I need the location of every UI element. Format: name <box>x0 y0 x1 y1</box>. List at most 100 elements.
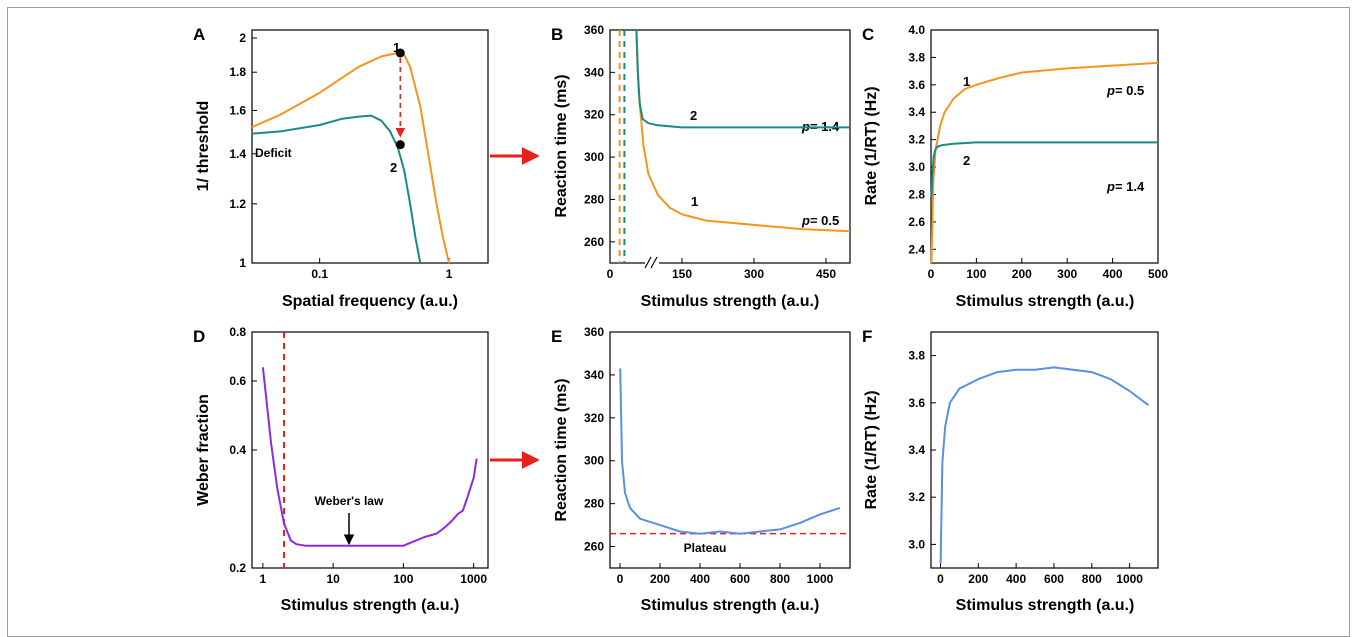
x-tick-label: 1 <box>446 267 453 281</box>
panel-letter-e: E <box>551 327 562 346</box>
plot-frame <box>930 331 1159 569</box>
y-tick-label: 3.4 <box>908 443 925 457</box>
x-tick-label: 300 <box>744 267 764 281</box>
x-tick-label: 1 <box>260 572 267 586</box>
y-tick-label: 260 <box>584 540 604 554</box>
curve-2-label: 2 <box>690 108 697 123</box>
panel-letter-c: C <box>862 25 874 44</box>
x-axis-label: Spatial frequency (a.u.) <box>282 293 458 310</box>
y-tick-label: 300 <box>584 454 604 468</box>
curve-1-label: 1 <box>691 194 698 209</box>
x-tick-label: 0.1 <box>311 267 328 281</box>
panel-b: Reaction time (ms) Stimulus strength (a.… <box>553 23 851 310</box>
deficit-label: Deficit <box>255 146 292 160</box>
figure: A B C D E F 1/ threshold Spatial frequen… <box>193 23 1168 614</box>
y-tick-label: 2.4 <box>908 242 925 256</box>
y-tick-label: 360 <box>584 325 604 339</box>
series-line-blue <box>939 366 1150 564</box>
y-tick-label: 1.6 <box>229 103 246 117</box>
x-axis-label: Stimulus strength (a.u.) <box>956 293 1135 310</box>
data-point-2 <box>395 140 405 150</box>
y-tick-label: 0.2 <box>229 561 246 575</box>
y-axis-label: Rate (1/RT) (Hz) <box>863 390 880 509</box>
x-tick-label: 200 <box>1012 267 1032 281</box>
y-tick-label: 320 <box>584 411 604 425</box>
plot-frame <box>609 331 851 569</box>
panel-letter-d: D <box>193 327 205 346</box>
y-tick-label: 3.0 <box>908 160 925 174</box>
x-tick-label: 0 <box>928 267 935 281</box>
panel-letter-f: F <box>862 327 872 346</box>
y-tick-label: 3.6 <box>908 396 925 410</box>
y-tick-label: 320 <box>584 108 604 122</box>
series-line-1 <box>635 29 851 233</box>
plateau-label: Plateau <box>684 541 727 555</box>
y-tick-label: 3.2 <box>908 133 925 147</box>
x-axis-label: Stimulus strength (a.u.) <box>641 293 820 310</box>
series-line-purple <box>261 367 478 547</box>
x-tick-label: 1000 <box>1116 572 1143 586</box>
panel-c: Rate (1/RT) (Hz) Stimulus strength (a.u.… <box>863 23 1168 310</box>
x-tick-label: 400 <box>1006 572 1026 586</box>
x-tick-label: 10 <box>326 572 340 586</box>
point-1-label: 1 <box>393 40 400 55</box>
y-tick-label: 2.6 <box>908 215 925 229</box>
y-tick-label: 3.8 <box>908 50 925 64</box>
axis-break-mark <box>644 256 659 269</box>
y-axis-label: Reaction time (ms) <box>553 74 570 217</box>
webers-law-label: Weber's law <box>315 494 384 508</box>
x-tick-label: 800 <box>770 572 790 586</box>
plot-frame <box>609 29 851 264</box>
p-label-high: p= 1.4 <box>1106 179 1145 194</box>
x-tick-label: 800 <box>1082 572 1102 586</box>
y-tick-label: 0.6 <box>229 374 246 388</box>
x-tick-label: 200 <box>968 572 988 586</box>
y-tick-label: 3.2 <box>908 490 925 504</box>
x-tick-label: 600 <box>1044 572 1064 586</box>
p-label-low: p= 0.5 <box>801 213 839 228</box>
x-axis-label: Stimulus strength (a.u.) <box>641 597 820 614</box>
x-tick-label: 100 <box>393 572 413 586</box>
curve-2-label: 2 <box>963 153 970 168</box>
x-tick-label: 400 <box>690 572 710 586</box>
y-tick-label: 360 <box>584 23 604 37</box>
y-axis-label: Reaction time (ms) <box>553 378 570 521</box>
y-axis-label: Weber fraction <box>195 394 212 506</box>
panel-letter-a: A <box>193 25 205 44</box>
y-tick-label: 3.4 <box>908 105 925 119</box>
data-point-1 <box>395 48 405 58</box>
series-line-2 <box>635 29 850 129</box>
x-tick-label: 450 <box>816 267 836 281</box>
y-axis-label: 1/ threshold <box>195 101 212 192</box>
panel-d: Weber fraction Stimulus strength (a.u.) … <box>195 325 489 614</box>
y-tick-label: 2 <box>239 31 246 45</box>
panel-letter-b: B <box>551 25 563 44</box>
y-tick-label: 1 <box>239 256 246 270</box>
series-line-teal <box>251 114 422 264</box>
x-tick-label: 500 <box>1148 267 1168 281</box>
y-tick-label: 280 <box>584 192 604 206</box>
y-tick-label: 260 <box>584 235 604 249</box>
y-tick-label: 3.0 <box>908 537 925 551</box>
point-2-label: 2 <box>390 160 397 175</box>
x-tick-label: 150 <box>672 267 692 281</box>
x-tick-label: 0 <box>617 572 624 586</box>
series-line-2 <box>930 141 1158 198</box>
y-tick-label: 0.4 <box>229 443 246 457</box>
y-tick-label: 4.0 <box>908 23 925 37</box>
x-tick-label: 200 <box>650 572 670 586</box>
x-tick-label: 1000 <box>807 572 834 586</box>
x-tick-label: 300 <box>1057 267 1077 281</box>
y-tick-label: 0.8 <box>229 325 246 339</box>
x-tick-label: 100 <box>966 267 986 281</box>
x-tick-label: 0 <box>607 267 614 281</box>
x-tick-label: 400 <box>1103 267 1123 281</box>
x-axis-label: Stimulus strength (a.u.) <box>956 597 1135 614</box>
y-tick-label: 1.2 <box>229 197 246 211</box>
series-line-blue <box>619 368 841 535</box>
x-tick-label: 1000 <box>460 572 487 586</box>
y-tick-label: 3.6 <box>908 78 925 92</box>
panel-a: 1/ threshold Spatial frequency (a.u.) De… <box>195 29 489 310</box>
panel-f: Rate (1/RT) (Hz) Stimulus strength (a.u.… <box>863 331 1159 614</box>
y-tick-label: 1.4 <box>229 147 246 161</box>
